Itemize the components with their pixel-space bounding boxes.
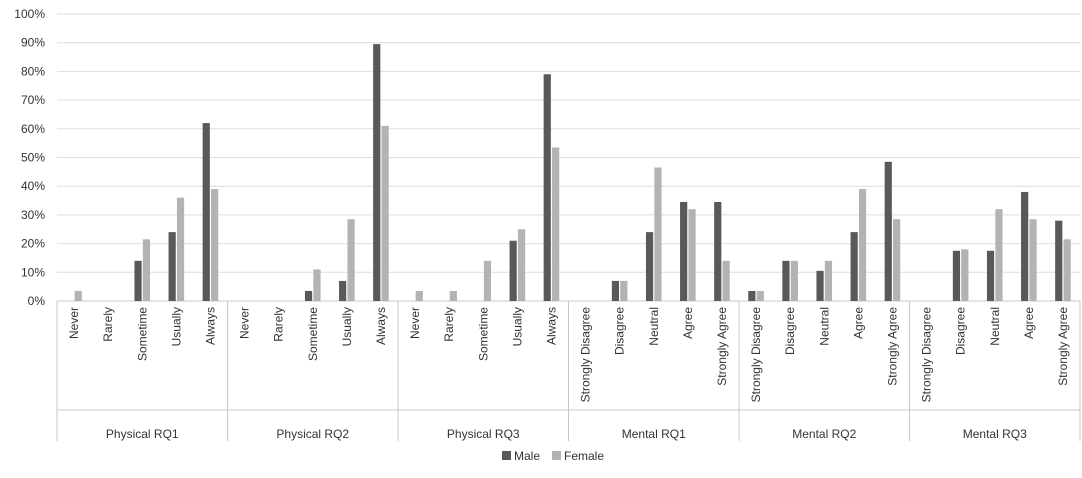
- x-tick-label: Neutral: [647, 307, 661, 346]
- bar-female: [858, 189, 867, 301]
- bar-male: [543, 74, 551, 302]
- x-tick-label: Usually: [510, 307, 524, 346]
- x-tick-label: Always: [544, 307, 558, 345]
- bar-female: [347, 219, 355, 301]
- bar-female: [893, 219, 901, 301]
- x-tick-label: Rarely: [442, 307, 456, 342]
- y-tick-label: 70%: [21, 93, 45, 107]
- y-tick-label: 50%: [21, 151, 45, 165]
- group-label: Mental RQ1: [622, 427, 686, 441]
- group-label: Physical RQ2: [276, 427, 349, 441]
- x-tick-label: Strongly Agree: [885, 307, 899, 386]
- group-label: Mental RQ2: [792, 427, 856, 441]
- bar-female: [1029, 219, 1037, 301]
- bar-male: [782, 260, 790, 301]
- x-tick-label: Sometime: [306, 307, 320, 361]
- bar-female: [688, 209, 696, 301]
- group-label: Mental RQ3: [963, 427, 1027, 441]
- bar-male: [304, 290, 313, 301]
- bar-male: [884, 161, 892, 301]
- bar-male: [645, 232, 654, 301]
- bar-male: [714, 201, 722, 301]
- bar-female: [961, 249, 969, 301]
- y-tick-label: 80%: [21, 64, 45, 78]
- y-tick-label: 90%: [21, 36, 45, 50]
- x-tick-label: Neutral: [988, 307, 1002, 346]
- x-tick-label: Strongly Disagree: [579, 307, 593, 403]
- x-tick-label: Usually: [340, 307, 354, 346]
- bar-female: [824, 260, 833, 301]
- x-tick-label: Never: [408, 307, 422, 339]
- bar-female: [722, 260, 730, 301]
- x-tick-label: Rarely: [101, 307, 115, 342]
- legend-label: Female: [564, 449, 604, 463]
- x-tick-label: Disagree: [783, 307, 797, 355]
- bar-female: [176, 197, 185, 301]
- bar-male: [509, 240, 517, 301]
- legend-swatch: [552, 451, 561, 460]
- bar-male: [1021, 191, 1029, 301]
- bar-female: [620, 280, 628, 301]
- x-tick-label: Disagree: [613, 307, 627, 355]
- bar-female: [211, 189, 219, 301]
- bar-male: [202, 123, 210, 301]
- legend-label: Male: [514, 449, 540, 463]
- bar-male: [850, 232, 858, 301]
- y-tick-label: 40%: [21, 179, 45, 193]
- bar-female: [654, 167, 662, 301]
- bar-male: [680, 201, 688, 301]
- bar-male: [134, 260, 142, 301]
- x-tick-label: Never: [238, 307, 252, 339]
- bar-female: [415, 290, 423, 301]
- bar-female: [142, 239, 151, 301]
- legend-swatch: [502, 451, 511, 460]
- x-tick-label: Strongly Agree: [715, 307, 729, 386]
- bar-male: [1055, 220, 1063, 301]
- x-tick-label: Usually: [169, 307, 183, 346]
- bar-female: [790, 260, 798, 301]
- bar-female: [756, 290, 764, 301]
- bar-female: [995, 209, 1003, 301]
- x-tick-label: Rarely: [272, 307, 286, 342]
- y-tick-label: 10%: [21, 265, 45, 279]
- y-tick-label: 20%: [21, 237, 45, 251]
- x-tick-label: Sometime: [476, 307, 490, 361]
- bar-female: [517, 229, 526, 301]
- y-tick-label: 100%: [14, 7, 45, 21]
- y-tick-label: 60%: [21, 122, 45, 136]
- bar-female: [381, 125, 389, 302]
- bar-male: [952, 250, 961, 301]
- x-tick-label: Strongly Disagree: [749, 307, 763, 403]
- x-tick-label: Strongly Agree: [1056, 307, 1070, 386]
- x-tick-label: Never: [67, 307, 81, 339]
- x-tick-label: Neutral: [817, 307, 831, 346]
- bar-male: [339, 280, 347, 301]
- bar-female: [449, 290, 457, 301]
- x-tick-label: Sometime: [135, 307, 149, 361]
- y-tick-label: 0%: [28, 294, 46, 308]
- group-label: Physical RQ3: [447, 427, 520, 441]
- x-tick-label: Disagree: [954, 307, 968, 355]
- bar-male: [748, 290, 756, 301]
- bar-female: [1063, 239, 1071, 301]
- x-tick-label: Agree: [1022, 307, 1036, 339]
- bar-male: [816, 270, 824, 301]
- x-tick-label: Always: [374, 307, 388, 345]
- group-label: Physical RQ1: [106, 427, 179, 441]
- bar-male: [986, 250, 995, 301]
- bar-male: [373, 44, 381, 301]
- bar-male: [168, 232, 176, 301]
- x-tick-label: Agree: [681, 307, 695, 339]
- bar-female: [552, 147, 560, 301]
- x-tick-label: Strongly Disagree: [920, 307, 934, 403]
- bar-male: [611, 280, 620, 301]
- x-tick-label: Agree: [851, 307, 865, 339]
- y-tick-label: 30%: [21, 208, 45, 222]
- x-tick-label: Always: [203, 307, 217, 345]
- bar-female: [483, 260, 492, 301]
- bar-female: [313, 269, 321, 301]
- bar-female: [74, 290, 82, 301]
